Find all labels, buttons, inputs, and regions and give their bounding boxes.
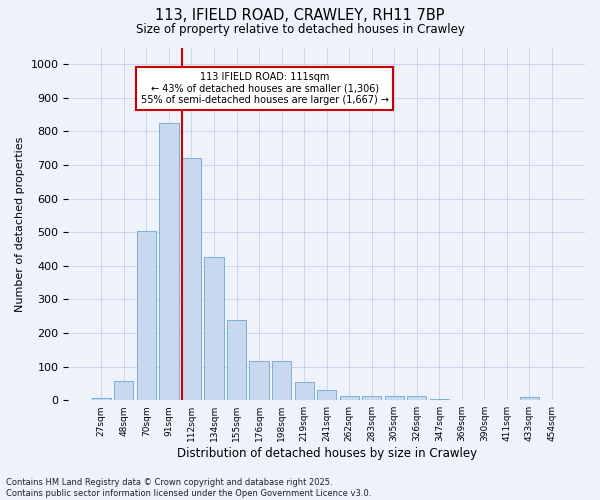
Bar — [272, 361, 291, 400]
Bar — [362, 396, 381, 400]
Bar — [317, 390, 336, 400]
Bar — [430, 398, 449, 400]
Bar — [407, 396, 427, 400]
Bar — [385, 396, 404, 400]
Y-axis label: Number of detached properties: Number of detached properties — [15, 136, 25, 312]
X-axis label: Distribution of detached houses by size in Crawley: Distribution of detached houses by size … — [176, 447, 477, 460]
Text: Contains HM Land Registry data © Crown copyright and database right 2025.
Contai: Contains HM Land Registry data © Crown c… — [6, 478, 371, 498]
Bar — [520, 397, 539, 400]
Text: 113 IFIELD ROAD: 111sqm
← 43% of detached houses are smaller (1,306)
55% of semi: 113 IFIELD ROAD: 111sqm ← 43% of detache… — [140, 72, 389, 106]
Bar — [295, 382, 314, 400]
Text: Size of property relative to detached houses in Crawley: Size of property relative to detached ho… — [136, 22, 464, 36]
Bar — [114, 381, 133, 400]
Bar — [340, 396, 359, 400]
Text: 113, IFIELD ROAD, CRAWLEY, RH11 7BP: 113, IFIELD ROAD, CRAWLEY, RH11 7BP — [155, 8, 445, 22]
Bar — [137, 230, 156, 400]
Bar — [92, 398, 111, 400]
Bar — [227, 320, 246, 400]
Bar — [182, 158, 201, 400]
Bar — [160, 123, 179, 400]
Bar — [250, 361, 269, 400]
Bar — [205, 258, 224, 400]
